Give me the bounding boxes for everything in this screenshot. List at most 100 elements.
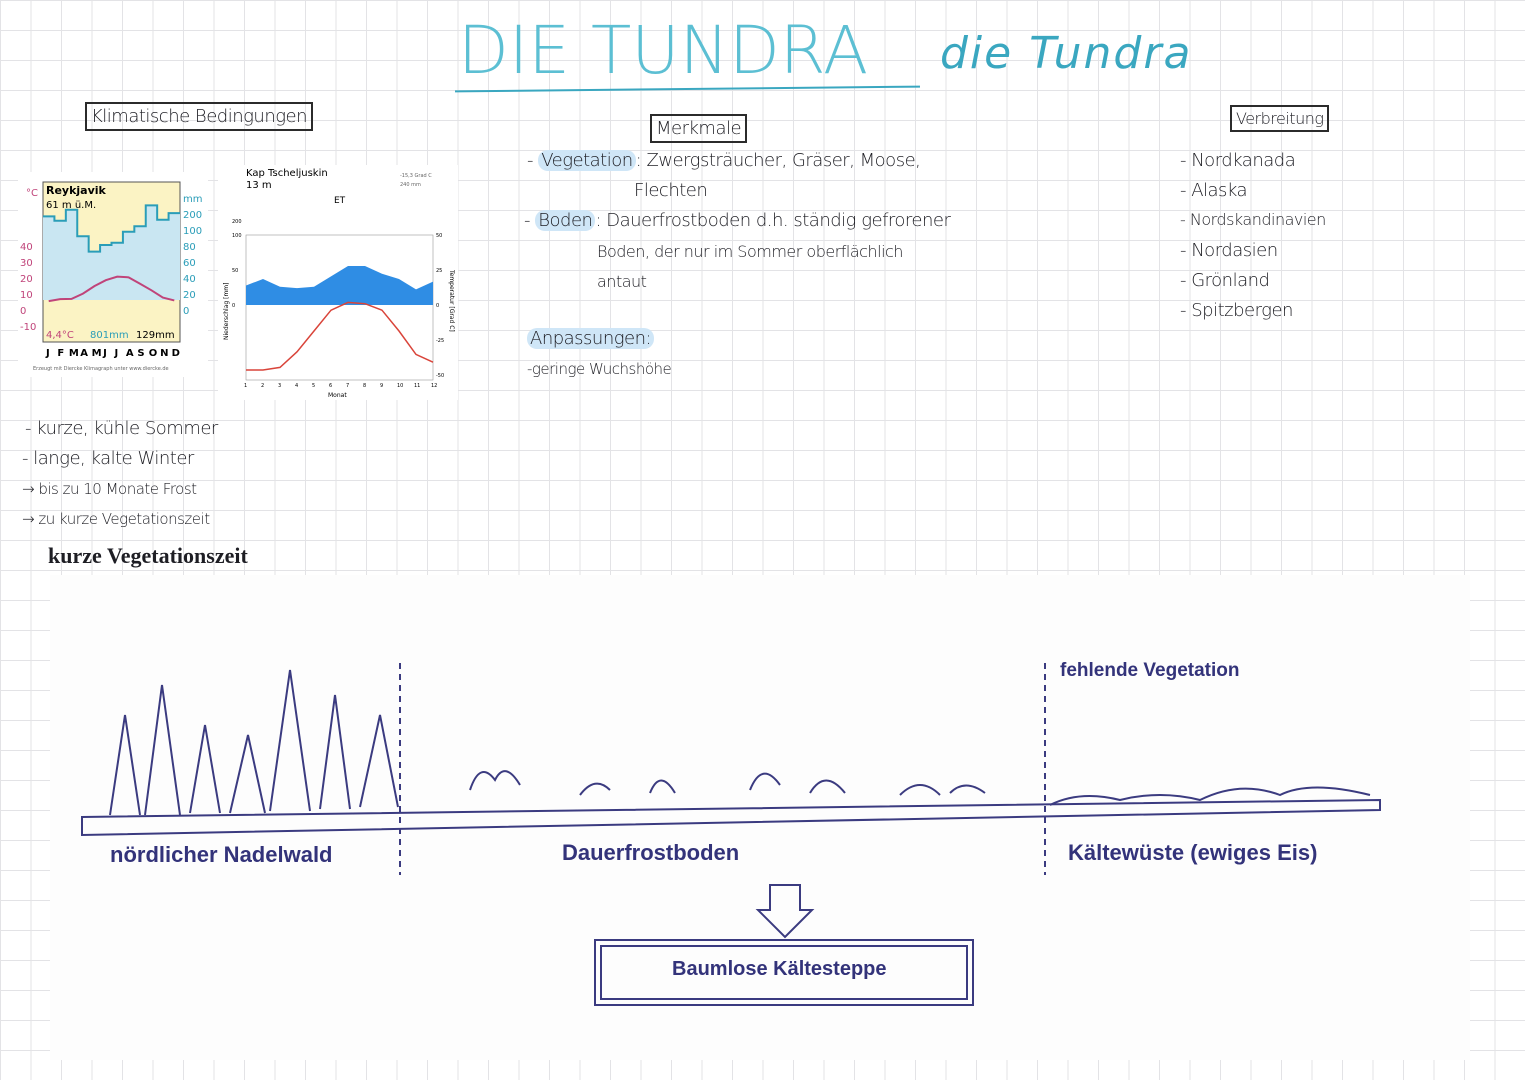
temp-unit: °C — [26, 188, 38, 199]
adaptations-label: Anpassungen: — [527, 328, 655, 349]
precip-tick: 40 — [183, 274, 196, 285]
month-label: S — [137, 348, 144, 359]
distribution-item: - Nordasien — [1180, 240, 1278, 261]
ice-mounds — [1049, 786, 1371, 806]
soil-text: Dauerfrostboden d.h. ständig gefrorener — [606, 210, 951, 231]
x-axis-label: Monat — [328, 392, 347, 399]
y-axis-right-label: Temperatur [Grad C] — [448, 269, 455, 332]
month-label: J — [102, 348, 107, 359]
precip-tick: 60 — [183, 258, 196, 269]
illustration-heading: kurze Vegetationszeit — [48, 543, 248, 568]
month-label: 5 — [312, 383, 315, 389]
month-label: 6 — [329, 383, 332, 389]
precip-tick: 80 — [183, 242, 196, 253]
right-tick: 25 — [436, 268, 442, 274]
section-features: Merkmale — [650, 114, 748, 143]
arrow-down-icon — [755, 884, 815, 939]
right-tick: -25 — [436, 338, 444, 344]
left-tick: 0 — [232, 303, 235, 309]
temp-tick: 10 — [20, 290, 33, 301]
zone-label-desert: Kältewüste (ewiges Eis) — [1068, 840, 1318, 865]
max-precip: 129mm — [136, 330, 175, 341]
month-label: 4 — [295, 383, 298, 389]
temp-tick: 30 — [20, 258, 33, 269]
month-label: O — [149, 348, 158, 359]
page-title: DIE TUNDRA — [458, 12, 869, 89]
station-name: Kap Tscheljuskin — [246, 168, 328, 179]
kap-climate-chart: Kap Tscheljuskin 13 m -15,3 Grad C 240 mm ET… — [218, 165, 458, 400]
month-label: F — [57, 348, 64, 359]
vegetation-text-cont: Flechten — [634, 180, 708, 201]
month-label: M — [92, 348, 102, 359]
month-label: J — [45, 348, 50, 359]
month-label: A — [80, 348, 88, 359]
tree-icons — [109, 669, 399, 816]
zone-label-forest: nördlicher Nadelwald — [110, 842, 333, 867]
soil-text-cont: antaut — [597, 272, 647, 291]
annual-precip: 240 mm — [400, 182, 421, 188]
month-label: 8 — [363, 383, 366, 389]
month-label: N — [160, 348, 168, 359]
avg-temp: -15,3 Grad C — [400, 173, 432, 179]
vegetation-row: - Vegetation: Zwergsträucher, Gräser, Mo… — [527, 150, 921, 171]
month-label: 9 — [380, 383, 383, 389]
temp-line — [48, 275, 175, 303]
reykjavik-climate-chart: Reykjavik 61 m ü.M. °C mm 40 30 20 10 0 -10 200 100… — [18, 172, 208, 377]
temp-tick: 40 — [20, 242, 33, 253]
annual-precip: 801mm — [90, 330, 129, 341]
plot-area — [245, 234, 434, 381]
section-distribution: Verbreitung — [1230, 105, 1330, 132]
adaptation-item: -geringe Wuchshöhe — [527, 360, 672, 378]
month-label: 3 — [278, 383, 281, 389]
month-label: 12 — [431, 383, 437, 389]
vegetation-text: Zwergsträucher, Gräser, Moose, — [646, 150, 921, 171]
ground-line — [81, 798, 1381, 837]
left-tick: 50 — [232, 268, 238, 274]
soil-label: Boden — [535, 210, 596, 231]
month-label: M — [69, 348, 79, 359]
right-tick: 50 — [436, 233, 442, 239]
month-label: D — [172, 348, 180, 359]
left-tick: 100 — [232, 233, 242, 239]
climate-note: - lange, kalte Winter — [22, 448, 194, 469]
right-tick: -50 — [436, 373, 444, 379]
page-title-script: die Tundra — [940, 28, 1193, 79]
month-label: 10 — [397, 383, 403, 389]
distribution-item: - Nordkanada — [1180, 150, 1296, 171]
left-tick: 200 — [232, 219, 242, 225]
result-box — [594, 939, 974, 1006]
precip-unit: mm — [183, 194, 202, 205]
month-label: A — [126, 348, 134, 359]
month-label: 1 — [244, 383, 247, 389]
climate-note: → bis zu 10 Monate Frost — [22, 480, 197, 498]
tundra-illustration: nördlicher Nadelwald Dauerfrostboden Käl… — [50, 575, 1470, 1060]
temp-tick: 20 — [20, 274, 33, 285]
climate-note: → zu kurze Vegetationszeit — [22, 510, 210, 528]
month-label: 7 — [346, 383, 349, 389]
vegetation-label: Vegetation — [538, 150, 636, 171]
station-elevation: 13 m — [246, 180, 272, 191]
precip-tick: 100 — [183, 226, 202, 237]
right-tick: 0 — [436, 303, 439, 309]
precip-line — [43, 204, 180, 253]
month-label: J — [114, 348, 119, 359]
month-label: 2 — [261, 383, 264, 389]
shrub-icons — [469, 770, 986, 796]
no-vegetation-label: fehlende Vegetation — [1060, 660, 1240, 681]
avg-temp: 4,4°C — [46, 330, 74, 341]
section-climate: Klimatische Bedingungen — [85, 102, 314, 131]
climate-note: - kurze, kühle Sommer — [25, 418, 218, 439]
station-elevation: 61 m ü.M. — [46, 200, 96, 211]
distribution-item: - Spitzbergen — [1180, 300, 1293, 321]
y-axis-left-label: Niederschlag [mm] — [223, 283, 230, 340]
result-label: Baumlose Kältesteppe — [672, 958, 887, 980]
zone-label-permafrost: Dauerfrostboden — [562, 840, 740, 865]
precip-area — [246, 266, 433, 305]
distribution-item: - Alaska — [1180, 180, 1248, 201]
station-name: Reykjavik — [46, 184, 107, 197]
month-label: 11 — [414, 383, 420, 389]
precip-tick: 20 — [183, 290, 196, 301]
precip-tick: 200 — [183, 210, 202, 221]
